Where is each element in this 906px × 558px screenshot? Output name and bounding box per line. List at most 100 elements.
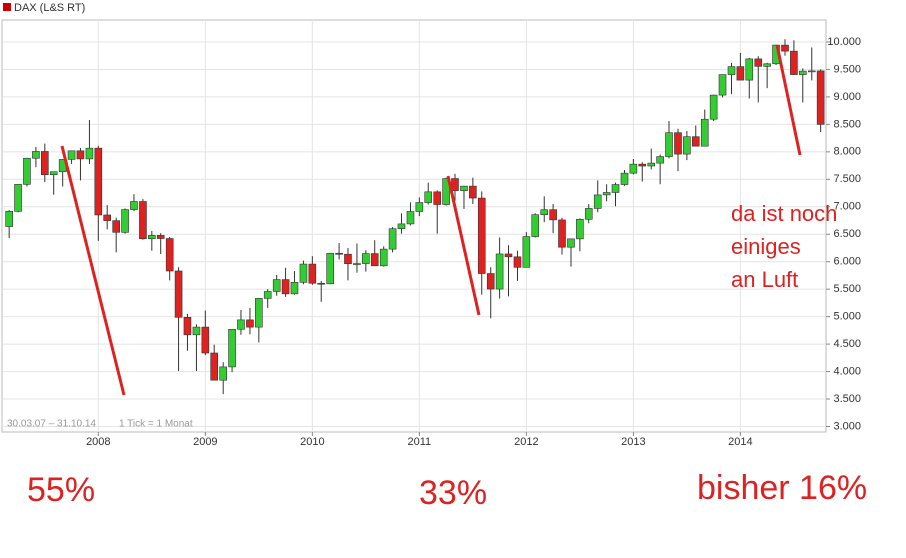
candle-body (246, 319, 254, 328)
candle-body (816, 70, 825, 125)
candle-body (290, 282, 299, 295)
x-tick-label: 2013 (621, 436, 645, 448)
candle-body (531, 214, 540, 237)
candle-body (584, 208, 593, 220)
candle-body (210, 352, 219, 381)
candle-body (49, 171, 58, 175)
candle-body (807, 70, 816, 73)
annotation: da ist noch (731, 201, 837, 226)
candle-body (442, 178, 450, 205)
candle-body (85, 147, 94, 160)
annotation: 55% (27, 471, 95, 509)
candle-body (281, 279, 290, 295)
candle-body (638, 163, 647, 167)
y-tick-label: 5.000 (833, 311, 861, 323)
date-range: 30.03.07 – 31.10.14 (7, 419, 96, 430)
candle-body (647, 162, 656, 167)
candle-body (317, 282, 326, 285)
candle-body (620, 172, 629, 185)
candle-body (353, 263, 361, 265)
candle-body (727, 66, 736, 75)
candle-body (76, 150, 85, 160)
candle-body (130, 201, 138, 210)
y-tick-label: 8.000 (833, 146, 861, 158)
grid (2, 20, 830, 436)
annotation: 33% (419, 474, 487, 512)
candle-body (665, 132, 673, 157)
y-tick-label: 10.000 (827, 36, 861, 48)
candle-body (183, 316, 192, 336)
candle-body (718, 74, 727, 96)
candle-body (23, 157, 31, 185)
candle-body (567, 238, 575, 248)
candle-body (486, 273, 495, 290)
candle-body (576, 218, 584, 240)
y-tick-label: 4.500 (833, 338, 861, 350)
y-tick-label: 7.000 (833, 201, 861, 213)
candle-body (522, 236, 531, 268)
candle-body (745, 58, 754, 81)
y-tick-label: 9.000 (833, 91, 861, 103)
legend-swatch (3, 3, 11, 11)
annotation: bisher 16% (697, 469, 867, 507)
candle-body (781, 44, 789, 52)
candle-body (629, 163, 638, 174)
candle-body (691, 136, 700, 147)
candle-body (362, 253, 370, 264)
candle-body (602, 192, 611, 196)
y-tick-label: 6.000 (833, 256, 861, 268)
candle-body (593, 194, 602, 209)
candle-body (798, 70, 807, 75)
candle-body (549, 209, 557, 221)
candle-body (674, 132, 682, 155)
candle-body (174, 270, 183, 318)
y-tick-label: 6.500 (833, 228, 861, 240)
candle-body (736, 66, 745, 81)
candle-body (683, 136, 691, 155)
candle-body (370, 253, 379, 267)
candle-body (763, 63, 771, 67)
annotation-line (60, 145, 126, 396)
candle-body (228, 328, 236, 368)
candle-body (41, 151, 49, 175)
candle-body (611, 184, 620, 193)
candle-body (754, 58, 763, 67)
candle-body (308, 263, 317, 284)
candle-body (477, 197, 486, 274)
candle-body (451, 178, 459, 191)
candle-body (139, 201, 147, 240)
candle-body (5, 211, 13, 227)
candle-body (469, 185, 477, 199)
candles (5, 39, 825, 395)
y-tick-label: 9.500 (833, 63, 861, 75)
candle-body (406, 211, 415, 225)
candle-body (379, 248, 388, 267)
y-tick-label: 4.000 (833, 365, 861, 377)
y-tick-label: 5.500 (833, 283, 861, 295)
candle-body (14, 184, 22, 212)
candle-body (513, 256, 522, 268)
x-tick-label: 2012 (514, 436, 538, 448)
candle-body (103, 214, 111, 221)
y-tick-label: 3.500 (833, 393, 861, 405)
candle-body (558, 219, 566, 248)
tick-note: 1 Tick = 1 Monat (119, 419, 193, 430)
candle-body (299, 263, 308, 283)
legend-label: DAX (L&S RT) (14, 2, 85, 14)
annotation: an Luft (731, 267, 798, 292)
candle-body (32, 151, 40, 159)
candle-body (424, 191, 433, 203)
x-tick-label: 2008 (86, 436, 110, 448)
candle-body (112, 220, 120, 233)
candle-body (790, 50, 798, 75)
candle-body (192, 326, 201, 336)
y-tick-label: 7.500 (833, 173, 861, 185)
candle-body (388, 228, 397, 250)
candle-body (255, 298, 263, 328)
candle-body (397, 223, 406, 229)
candle-body (67, 150, 76, 160)
candle-body (237, 319, 245, 330)
candle-body (272, 279, 281, 292)
annotation: einiges (731, 234, 801, 259)
